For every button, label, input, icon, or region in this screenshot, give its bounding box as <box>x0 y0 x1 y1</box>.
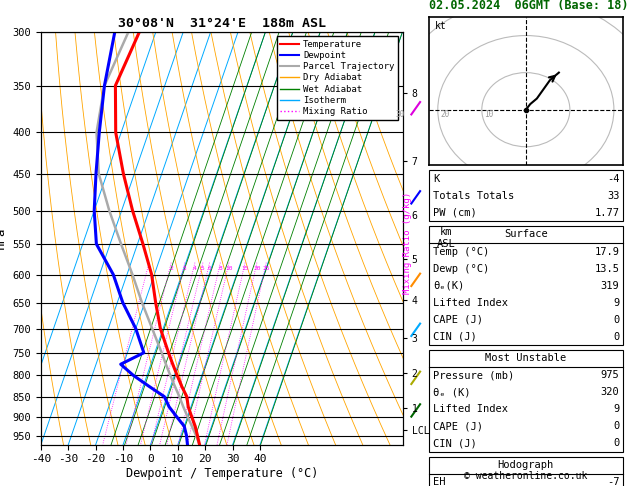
X-axis label: Dewpoint / Temperature (°C): Dewpoint / Temperature (°C) <box>126 467 318 480</box>
Text: 320: 320 <box>601 387 620 398</box>
Text: 4: 4 <box>193 266 197 271</box>
Y-axis label: km
ASL: km ASL <box>437 227 455 249</box>
Text: 10: 10 <box>484 110 493 119</box>
Text: Surface: Surface <box>504 229 548 240</box>
Text: Pressure (mb): Pressure (mb) <box>433 370 515 381</box>
Text: EH: EH <box>433 477 446 486</box>
Text: Dewp (°C): Dewp (°C) <box>433 263 489 274</box>
Text: Temp (°C): Temp (°C) <box>433 246 489 257</box>
Text: 02.05.2024  06GMT (Base: 18): 02.05.2024 06GMT (Base: 18) <box>429 0 628 12</box>
Text: 975: 975 <box>601 370 620 381</box>
Text: -4: -4 <box>607 174 620 184</box>
Text: 8: 8 <box>218 266 222 271</box>
Text: 20: 20 <box>440 110 449 119</box>
Text: -7: -7 <box>607 477 620 486</box>
Text: 30: 30 <box>396 110 405 119</box>
Text: Hodograph: Hodograph <box>498 460 554 470</box>
Text: 6: 6 <box>208 266 211 271</box>
Text: 5: 5 <box>201 266 205 271</box>
Text: 33: 33 <box>607 191 620 201</box>
Text: 0: 0 <box>613 331 620 342</box>
Text: © weatheronline.co.uk: © weatheronline.co.uk <box>464 471 587 481</box>
Text: 17.9: 17.9 <box>594 246 620 257</box>
Text: Most Unstable: Most Unstable <box>485 353 567 364</box>
Text: kt: kt <box>435 21 447 32</box>
Text: 10: 10 <box>225 266 233 271</box>
Text: 15: 15 <box>242 266 249 271</box>
Text: θₑ (K): θₑ (K) <box>433 387 471 398</box>
Title: 30°08'N  31°24'E  188m ASL: 30°08'N 31°24'E 188m ASL <box>118 17 326 31</box>
Text: CAPE (J): CAPE (J) <box>433 421 483 432</box>
Text: Mixing Ratio (g/kg): Mixing Ratio (g/kg) <box>403 192 412 294</box>
Legend: Temperature, Dewpoint, Parcel Trajectory, Dry Adiabat, Wet Adiabat, Isotherm, Mi: Temperature, Dewpoint, Parcel Trajectory… <box>277 36 398 120</box>
Text: 0: 0 <box>613 314 620 325</box>
Text: θₑ(K): θₑ(K) <box>433 280 465 291</box>
Text: CAPE (J): CAPE (J) <box>433 314 483 325</box>
Text: 13.5: 13.5 <box>594 263 620 274</box>
Text: 20: 20 <box>253 266 260 271</box>
Text: 0: 0 <box>613 438 620 449</box>
Text: 0: 0 <box>613 421 620 432</box>
Text: Lifted Index: Lifted Index <box>433 297 508 308</box>
Text: CIN (J): CIN (J) <box>433 331 477 342</box>
Text: 9: 9 <box>613 404 620 415</box>
Text: 319: 319 <box>601 280 620 291</box>
Y-axis label: hPa: hPa <box>0 227 7 249</box>
Text: CIN (J): CIN (J) <box>433 438 477 449</box>
Text: K: K <box>433 174 440 184</box>
Text: 2: 2 <box>169 266 173 271</box>
Text: PW (cm): PW (cm) <box>433 208 477 218</box>
Text: 1.77: 1.77 <box>594 208 620 218</box>
Text: 25: 25 <box>262 266 270 271</box>
Text: 3: 3 <box>183 266 187 271</box>
Text: Totals Totals: Totals Totals <box>433 191 515 201</box>
Text: Lifted Index: Lifted Index <box>433 404 508 415</box>
Text: 1: 1 <box>147 266 151 271</box>
Text: 9: 9 <box>613 297 620 308</box>
